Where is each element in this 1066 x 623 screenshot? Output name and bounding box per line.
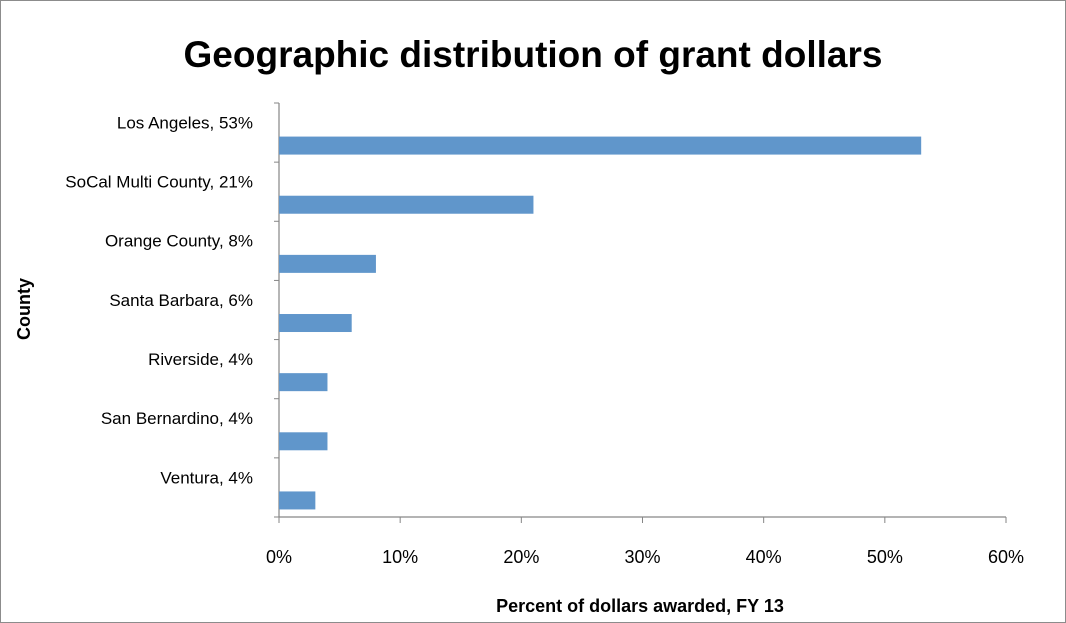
bar	[279, 195, 534, 214]
x-tick-label: 10%	[382, 547, 418, 567]
bar	[279, 254, 376, 273]
x-tick-label: 40%	[746, 547, 782, 567]
x-tick-label: 50%	[867, 547, 903, 567]
x-tick-label: 0%	[266, 547, 292, 567]
y-axis-label: County	[14, 278, 34, 340]
bar	[279, 136, 922, 155]
chart-title: Geographic distribution of grant dollars	[184, 34, 883, 75]
plot-area: 0% 10% 20% 30% 40% 50% 60% Los Angeles, 53% SoCa…	[65, 102, 1024, 567]
category-label: San Bernardino, 4%	[101, 409, 253, 428]
bar	[279, 432, 328, 451]
category-label: Orange County, 8%	[105, 232, 253, 251]
x-tick-label: 30%	[624, 547, 660, 567]
bar	[279, 314, 352, 333]
bar	[279, 491, 316, 510]
category-label: Ventura, 4%	[160, 468, 253, 487]
x-tick-label: 20%	[503, 547, 539, 567]
category-label: Los Angeles, 53%	[117, 113, 253, 132]
category-label: Riverside, 4%	[148, 350, 253, 369]
bar	[279, 373, 328, 392]
category-label: SoCal Multi County, 21%	[65, 173, 253, 192]
x-axis-label: Percent of dollars awarded, FY 13	[496, 596, 784, 616]
category-label: Santa Barbara, 6%	[109, 291, 253, 310]
x-tick-label: 60%	[988, 547, 1024, 567]
